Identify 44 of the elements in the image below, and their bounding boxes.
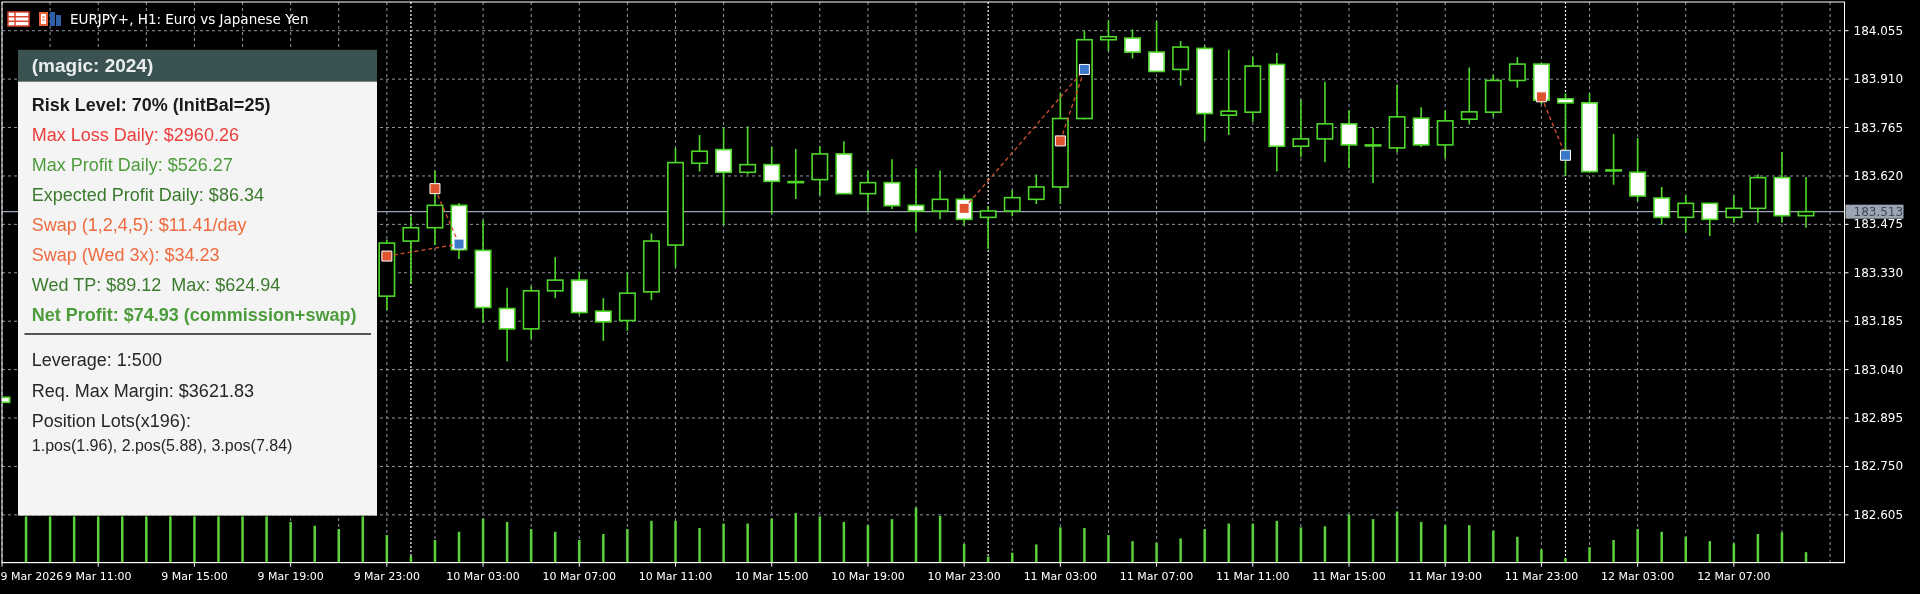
annotation: Swap (1,2,4,5): $11.41/day xyxy=(31,214,247,235)
x-tick-label: 10 Mar 11:00 xyxy=(638,569,713,583)
annotation: Position Lots(x196): xyxy=(31,410,191,431)
y-tick-label: 183.475 xyxy=(1853,217,1904,232)
x-tick-label: 9 Mar 15:00 xyxy=(161,569,228,583)
x-tick-label: 10 Mar 19:00 xyxy=(831,569,905,583)
x-tick-label: 9 Mar 19:00 xyxy=(257,569,324,583)
y-tick-label: 183.910 xyxy=(1853,72,1904,87)
y-tick-label: 183.040 xyxy=(1853,362,1904,377)
annotation: Expected Profit Daily: $86.34 xyxy=(31,185,264,206)
annotation: Max Loss Daily: $2960.26 xyxy=(31,124,239,145)
annotation: Risk Level: 70% (InitBal=25) xyxy=(31,95,271,116)
y-tick-label: 183.330 xyxy=(1853,265,1904,280)
y-tick-label: 183.620 xyxy=(1853,168,1904,183)
y-tick-label: 183.765 xyxy=(1853,120,1904,135)
x-tick-label: 11 Mar 15:00 xyxy=(1312,569,1386,583)
x-tick-label: 11 Mar 07:00 xyxy=(1119,569,1194,583)
annotation: Swap (Wed 3x): $34.23 xyxy=(31,245,220,266)
x-tick-label: 11 Mar 23:00 xyxy=(1504,569,1579,583)
annotation: Net Profit: $74.93 (commission+swap) xyxy=(31,305,357,326)
y-tick-label: 182.605 xyxy=(1853,507,1904,522)
annotation: Req. Max Margin: $3621.83 xyxy=(31,380,254,401)
x-tick-label: 9 Mar 23:00 xyxy=(353,569,421,583)
annotation: Leverage: 1:500 xyxy=(31,350,162,371)
x-tick-label: 10 Mar 23:00 xyxy=(927,569,1001,583)
annotation: 1.pos(1.96), 2.pos(5.88), 3.pos(7.84) xyxy=(31,437,293,455)
y-tick-label: 184.055 xyxy=(1853,23,1904,38)
x-tick-label: 9 Mar 11:00 xyxy=(64,569,132,583)
y-tick-label: 182.895 xyxy=(1853,411,1904,426)
x-tick-label: 9 Mar 2026 xyxy=(0,569,64,583)
x-tick-label: 12 Mar 07:00 xyxy=(1697,569,1771,583)
text: (magic: 2024) xyxy=(31,55,154,77)
x-tick-label: 10 Mar 15:00 xyxy=(734,569,809,583)
annotation: Max Profit Daily: $526.27 xyxy=(31,154,233,175)
y-tick-label: 183.185 xyxy=(1853,314,1904,329)
x-tick-label: 11 Mar 03:00 xyxy=(1023,569,1098,583)
x-tick-label: 10 Mar 07:00 xyxy=(542,569,617,583)
x-tick-label: 10 Mar 03:00 xyxy=(446,569,520,583)
y-tick-label: 182.750 xyxy=(1853,459,1904,474)
text: EURJPY+, H1: Euro vs Japanese Yen xyxy=(70,11,309,28)
x-tick-label: 11 Mar 19:00 xyxy=(1408,569,1482,583)
x-tick-label: 11 Mar 11:00 xyxy=(1216,569,1290,583)
annotation: Wed TP: $89.12 Max: $624.94 xyxy=(31,274,281,295)
x-tick-label: 12 Mar 03:00 xyxy=(1600,569,1675,583)
